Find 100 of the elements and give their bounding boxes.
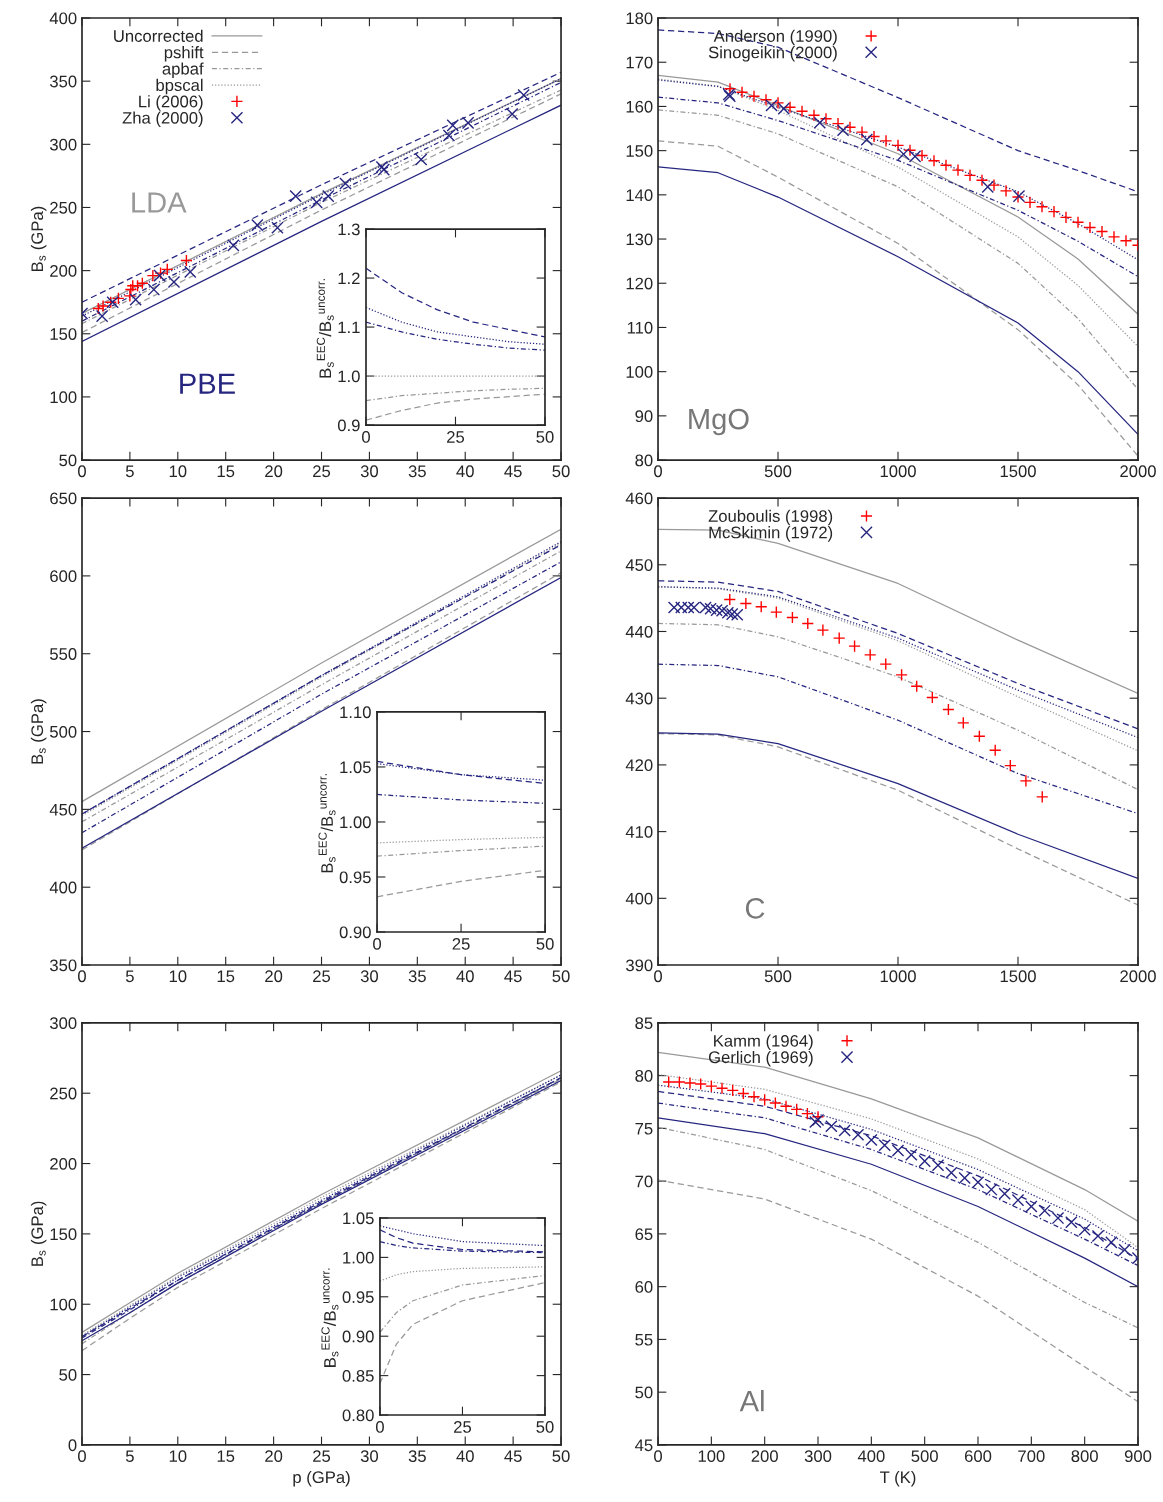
x-tick-label: 45 [504,465,522,478]
x-axis-title: p (GPa) [293,1470,350,1487]
y-tick-label: 500 [49,725,77,738]
legend-label: Zha (2000) [122,111,203,128]
legend-label: Uncorrected [114,29,203,42]
x-tick-label: 10 [169,970,187,983]
x-tick-label: 25 [313,1450,331,1463]
y-tick-label: 60 [635,1281,653,1293]
x-tick-label: 0 [654,465,663,478]
x-tick-label: 0 [78,1450,86,1463]
x-tick-label: 15 [217,1450,235,1463]
y-tick-label: 0.90 [342,1330,374,1343]
y-tick-label: 250 [50,1087,77,1100]
y-tick-label: 85 [635,1017,653,1030]
y-tick-label: 600 [50,570,77,583]
x-tick-label: 35 [408,465,426,478]
annotation: LDA [132,192,187,213]
y-tick-label: 1.00 [343,1251,374,1264]
x-tick-label: 1000 [880,970,916,983]
x-tick-label: 500 [764,970,792,983]
y-tick-label: 70 [635,1175,653,1188]
y-tick-label: 450 [625,559,653,571]
annotation: Al [739,1390,764,1412]
x-tick-label: 100 [698,1450,725,1463]
x-tick-label: 50 [552,1450,570,1463]
x-tick-label: 25 [447,431,465,443]
x-tick-label: 5 [125,465,134,478]
y-tick-label: 75 [635,1122,653,1135]
x-tick-label: 0 [375,1421,384,1433]
y-tick-label: 170 [626,56,653,69]
x-tick-label: 200 [751,1450,778,1463]
y-tick-label: 0.95 [339,871,371,884]
x-tick-label: 25 [454,1421,472,1433]
y-tick-label: 180 [626,12,653,25]
y-tick-label: 50 [635,1386,653,1399]
y-tick-label: 550 [49,648,77,660]
x-tick-label: 0 [654,970,663,983]
legend-label: apbaf [162,62,204,78]
y-tick-label: 55 [635,1333,653,1346]
y-tick-label: 150 [626,145,653,157]
y-tick-label: 150 [50,1228,77,1241]
x-tick-label: 25 [313,970,331,983]
x-tick-label: 30 [360,1450,379,1463]
annotation: MgO [689,408,749,436]
y-tick-label: 150 [50,328,77,340]
legend-label: Kamm (1964) [714,1034,813,1051]
y-axis-title: B$_{s}$ (GPa) [30,206,47,272]
y-tick-label: 45 [635,1439,653,1452]
y-tick-label: 1.00 [340,816,371,829]
x-tick-label: 0 [373,937,382,950]
x-tick-label: 0 [78,970,86,983]
legend-label: Zouboulis (1998) [708,509,833,526]
legend-label: Gerlich (1969) [708,1050,813,1067]
y-tick-label: 100 [50,1298,77,1311]
x-tick-label: 20 [265,970,283,983]
y-tick-label: 390 [625,959,653,972]
legend-label: McSkimin (1972) [709,526,833,542]
x-tick-label: 1500 [1000,465,1036,478]
y-tick-label: 100 [626,366,653,378]
x-tick-label: 20 [265,1450,283,1463]
y-tick-label: 80 [635,454,653,467]
y-tick-label: 100 [50,391,77,404]
y-tick-label: 160 [626,100,653,113]
y-tick-label: 450 [49,803,77,816]
y-tick-label: 400 [49,881,77,894]
y-axis-title: B$_{s}$ (GPa) [30,699,47,764]
x-tick-label: 500 [911,1450,938,1463]
x-tick-label: 30 [360,970,379,983]
x-tick-label: 500 [764,465,792,478]
y-tick-label: 350 [49,75,77,88]
x-tick-label: 50 [536,431,554,443]
x-tick-label: 1000 [880,465,916,478]
y-tick-label: 400 [49,12,77,25]
x-tick-label: 35 [408,970,426,983]
y-tick-label: 0.95 [342,1291,374,1303]
x-tick-label: 30 [360,465,379,478]
y-tick-label: 0 [68,1439,77,1452]
y-tick-label: 650 [50,492,77,505]
x-tick-label: 0 [78,465,86,478]
x-tick-label: 20 [265,465,283,478]
x-tick-label: 50 [552,465,570,478]
y-tick-label: 300 [49,138,77,151]
y-axis-title: B$_{s}$$^{EEC}$/B$_{s}$$^{uncorr.}$ [316,279,334,378]
y-tick-label: 350 [49,959,77,972]
legend-label: Anderson (1990) [713,29,837,46]
x-tick-label: 50 [536,937,554,950]
x-tick-label: 900 [1124,1450,1152,1463]
x-tick-label: 15 [217,970,235,983]
x-tick-label: 10 [169,465,187,478]
x-tick-label: 600 [964,1450,992,1463]
legend-label: pshift [164,46,204,62]
y-tick-label: 1.05 [340,761,371,774]
x-tick-label: 700 [1018,1450,1045,1463]
x-tick-label: 300 [804,1450,832,1463]
y-tick-label: 80 [635,1070,653,1082]
y-tick-label: 0.9 [337,419,360,432]
x-tick-label: 5 [125,1450,134,1463]
legend-label: Li (2006) [139,95,203,111]
y-tick-label: 0.80 [342,1409,374,1422]
y-tick-label: 420 [625,759,653,772]
